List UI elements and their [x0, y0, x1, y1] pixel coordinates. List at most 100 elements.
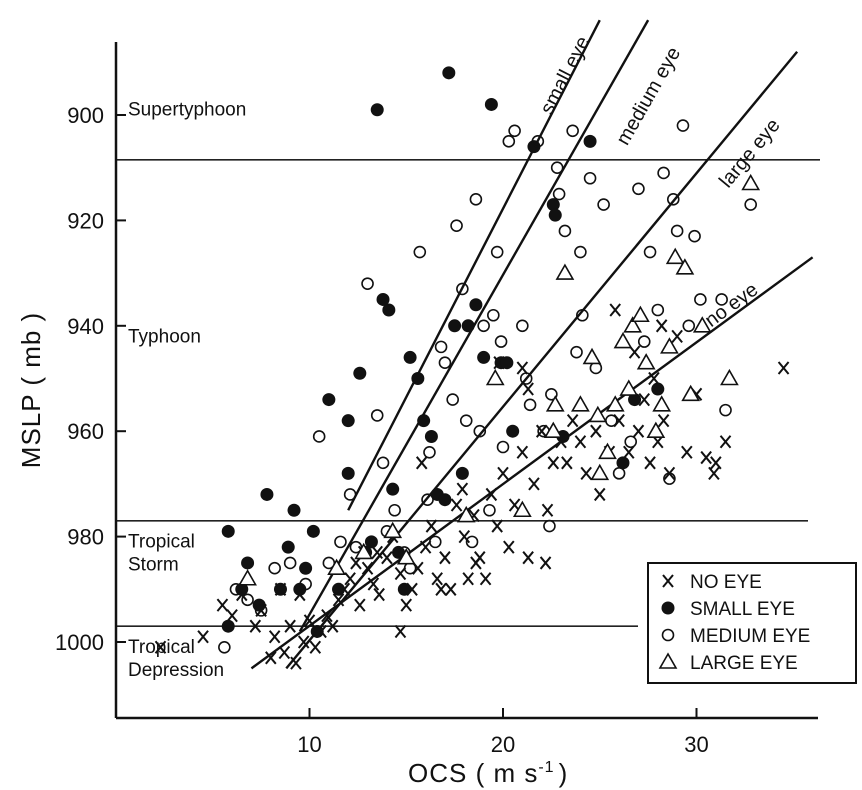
x-stroke: [516, 445, 529, 459]
medium-eye-point: [570, 345, 583, 359]
x-stroke: [381, 551, 393, 565]
x-axis-ticks: 10 20 30: [297, 708, 709, 757]
x-stroke: [371, 545, 383, 560]
x-stroke: [648, 371, 660, 386]
x-stroke: [373, 587, 385, 602]
medium-eye-point: [657, 166, 670, 180]
x-stroke: [284, 619, 296, 633]
no-eye-point: [671, 329, 683, 343]
x-stroke: [265, 651, 277, 665]
medium-eye-point: [688, 229, 701, 243]
x-axis-title-exponent: -1: [538, 759, 554, 776]
large-eye-point: [660, 337, 679, 354]
no-eye-point: [197, 630, 209, 644]
x-stroke: [354, 598, 366, 612]
x-stroke: [535, 424, 548, 438]
medium-eye-point: [637, 335, 651, 348]
medium-eye-point: [465, 535, 479, 549]
category-labels: SupertyphoonTyphoonTropicalStormTropical…: [128, 100, 246, 681]
small-eye-point: [417, 414, 431, 428]
x-stroke: [249, 619, 262, 633]
x-stroke: [623, 445, 635, 459]
no-eye-point: [361, 561, 374, 575]
small-eye-point: [583, 134, 597, 148]
no-eye-point: [700, 450, 712, 465]
legend-label: MEDIUM EYE: [690, 626, 810, 647]
large-eye-point: [636, 353, 656, 370]
small-eye-point: [403, 350, 417, 364]
large-eye-point: [590, 463, 610, 481]
no-eye-point: [354, 598, 366, 612]
x-stroke: [497, 466, 509, 481]
no-eye-point: [710, 456, 722, 470]
no-eye-point: [278, 645, 291, 660]
no-eye-point: [326, 619, 339, 633]
no-eye-point: [561, 456, 573, 470]
category-label: Typhoon: [128, 326, 201, 347]
no-eye-point: [400, 598, 413, 612]
x-stroke: [197, 630, 209, 644]
y-tick-label: 960: [67, 419, 104, 444]
medium-eye-point: [576, 308, 589, 322]
x-stroke: [400, 598, 413, 612]
x-stroke: [528, 477, 540, 491]
small-eye-point: [341, 414, 355, 428]
category-label: Storm: [128, 554, 179, 575]
legend-label: NO EYE: [690, 572, 762, 593]
no-eye-point: [249, 619, 262, 633]
no-eye-point: [284, 619, 296, 633]
legend: NO EYE SMALL EYE MEDIUM EYE LARGE EYE: [647, 562, 857, 684]
y-axis-ticks: 900 920 940 960 980 1000: [55, 103, 126, 655]
x-stroke: [361, 561, 374, 575]
x-stroke: [638, 392, 651, 407]
small-eye-point: [364, 535, 378, 549]
large-eye-point: [675, 258, 695, 275]
no-eye-point: [708, 466, 720, 481]
large-eye-point: [545, 395, 565, 412]
x-stroke: [290, 656, 302, 670]
fit-line: [347, 19, 601, 511]
medium-eye-point: [694, 293, 707, 306]
fit-line-label: small eye: [536, 33, 594, 118]
medium-eye-point: [508, 124, 521, 138]
legend-label: LARGE EYE: [690, 653, 798, 674]
small-eye-point: [386, 482, 400, 496]
medium-eye-point: [605, 414, 618, 427]
x-stroke: [590, 424, 602, 438]
no-eye-point: [491, 519, 503, 533]
medium-eye-point: [229, 582, 243, 596]
x-stroke: [657, 414, 670, 428]
large-eye-point: [619, 379, 639, 396]
x-stroke: [655, 319, 668, 333]
no-eye-point: [719, 435, 732, 449]
small-eye-point: [442, 66, 456, 80]
x-stroke: [394, 624, 407, 639]
medium-eye-point: [719, 403, 732, 417]
y-tick-label: 940: [67, 314, 104, 339]
no-eye-point: [309, 640, 322, 654]
small-eye-point: [310, 624, 324, 638]
no-eye-point: [373, 587, 385, 602]
medium-eye-point: [574, 245, 587, 259]
no-eye-point: [394, 624, 407, 639]
x-stroke: [708, 466, 720, 481]
medium-eye-point: [268, 561, 281, 575]
no-eye-point: [439, 551, 451, 565]
medium-eye-point: [516, 319, 529, 333]
fit-line-label: no eye: [701, 279, 762, 332]
medium-eye-point: [477, 319, 490, 333]
no-eye-point: [632, 424, 645, 438]
small-eye-point: [455, 466, 469, 480]
small-eye-point: [506, 424, 520, 438]
x-stroke: [309, 640, 322, 654]
medium-eye-point: [428, 535, 442, 549]
no-eye-point: [371, 545, 383, 560]
medium-eye-point: [494, 335, 508, 348]
large-eye-point: [512, 500, 532, 518]
large-eye-point: [646, 421, 666, 439]
no-eye-point: [657, 414, 670, 428]
x-stroke: [628, 345, 641, 359]
medium-eye-point: [545, 388, 558, 401]
x-stroke: [154, 640, 167, 654]
